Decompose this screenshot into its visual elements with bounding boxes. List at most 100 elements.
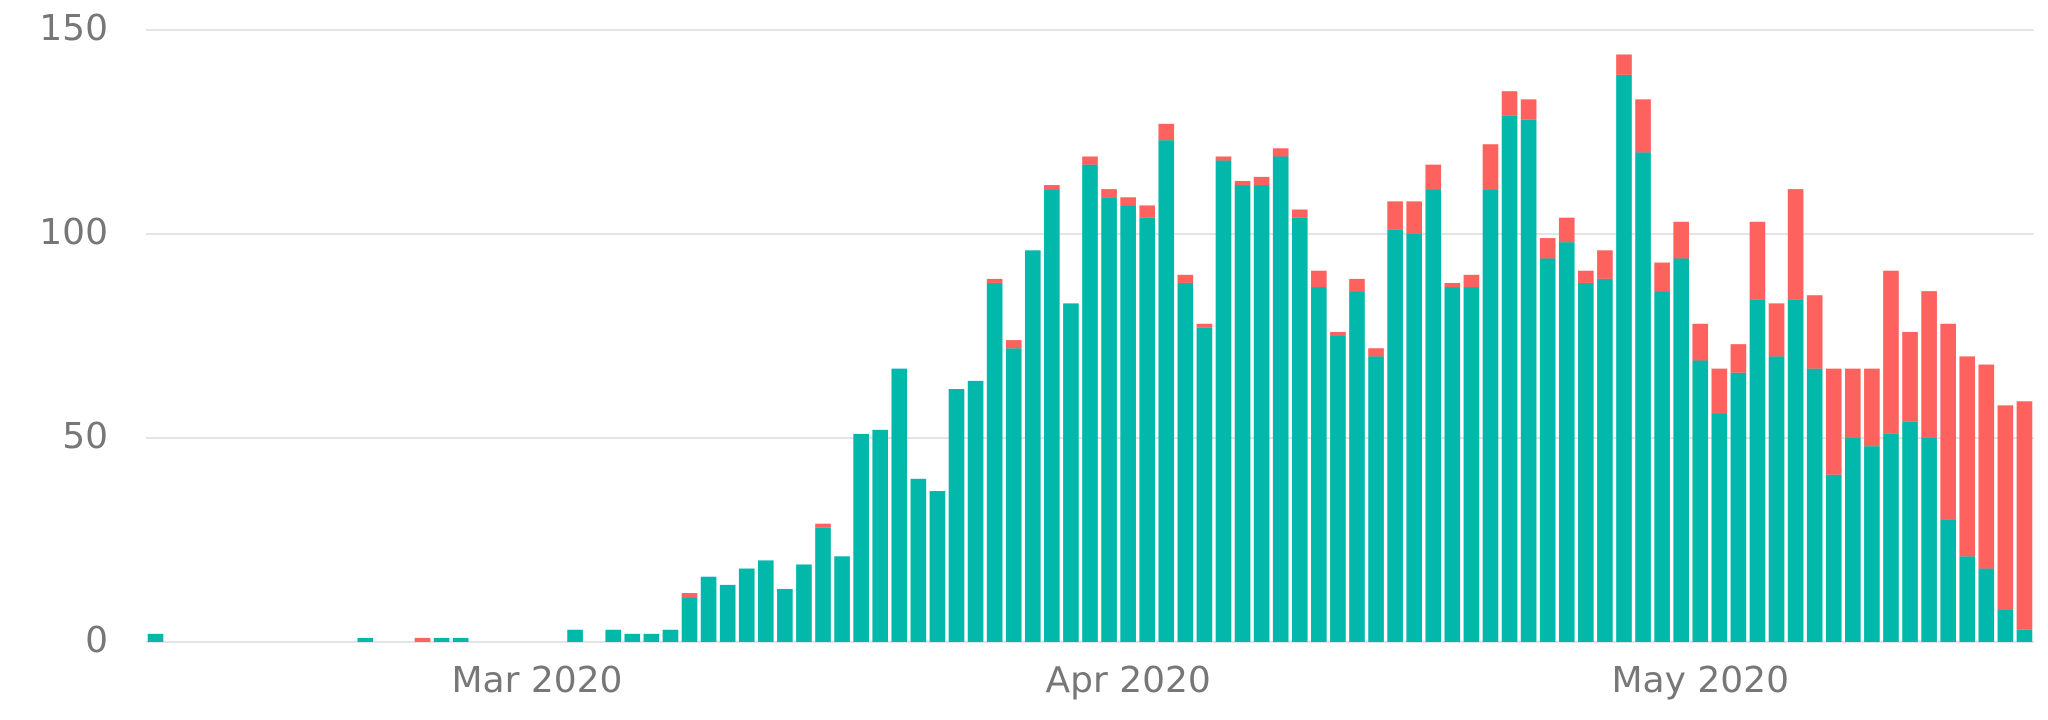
bar-segment: [986, 282, 1003, 642]
bar-segment: [1311, 287, 1327, 642]
bar-segment: [1787, 189, 1804, 300]
bar-segment: [1883, 270, 1899, 434]
bar-segment: [1997, 609, 2014, 642]
bar-segment: [1463, 274, 1480, 288]
bar-segment: [1654, 262, 1670, 292]
bar-segment: [1005, 340, 1022, 349]
bar-segment: [1005, 348, 1022, 642]
bar-segment: [1616, 74, 1632, 642]
bar-segment: [1387, 201, 1403, 230]
bar-segment: [948, 389, 965, 642]
bar-segment: [1387, 229, 1403, 643]
bar-segment: [1635, 152, 1651, 642]
bar-segment: [1253, 185, 1270, 643]
bar-segment: [1921, 438, 1937, 642]
bar-segment: [1845, 438, 1861, 642]
bar-segment: [1177, 274, 1194, 283]
bar-segment: [1902, 421, 1918, 642]
bar-segment: [1978, 568, 1995, 642]
bar-segment: [1768, 356, 1785, 642]
bar-segment: [662, 629, 679, 642]
bar-segment: [1520, 99, 1537, 120]
bar-segment: [2016, 401, 2033, 630]
bar-segment: [700, 576, 717, 642]
bar-segment: [1959, 556, 1976, 642]
bar-segment: [796, 564, 812, 642]
bar-segment: [1940, 323, 1957, 520]
bar-segment: [1139, 217, 1156, 642]
bar-segment: [1558, 217, 1575, 243]
bar-segment: [1501, 115, 1518, 643]
bar-segment: [1539, 258, 1556, 642]
bar-segment: [1330, 336, 1346, 642]
bar-segment: [357, 637, 374, 642]
bar-segment: [1272, 156, 1289, 643]
bar-segment: [853, 433, 869, 642]
bar-segment: [1825, 474, 1842, 642]
bar-segment: [1406, 234, 1423, 642]
bar-segment: [1139, 205, 1156, 218]
bar-segment: [1959, 356, 1976, 557]
bar-segment: [1044, 189, 1060, 642]
bar-segment: [1692, 323, 1709, 361]
bar-segment: [643, 633, 660, 642]
bar-segment: [1921, 291, 1937, 438]
bar-segment: [1654, 291, 1670, 642]
bar-segment: [1368, 356, 1384, 642]
bar-segment: [1368, 348, 1384, 357]
bar-segment: [1711, 368, 1728, 414]
bar-segment: [1730, 372, 1747, 642]
bar-segment: [872, 429, 889, 642]
bar-segment: [1101, 189, 1117, 198]
bar-segment: [1349, 278, 1365, 292]
bar-segment: [1730, 344, 1747, 373]
y-tick-label: 0: [85, 620, 108, 661]
bar-segment: [891, 368, 908, 642]
bar-segment: [1749, 221, 1766, 300]
y-tick-label: 150: [39, 8, 108, 49]
bar-segment: [1196, 323, 1213, 328]
bar-segment: [1291, 209, 1308, 218]
bar-segment: [452, 637, 469, 642]
bar-segment: [1120, 205, 1136, 642]
bar-segment: [1501, 91, 1518, 116]
bar-segment: [967, 380, 984, 642]
y-tick-label: 100: [39, 212, 108, 253]
bar-segment: [1253, 176, 1270, 186]
bar-segment: [1463, 287, 1480, 642]
bar-segment: [1425, 164, 1442, 190]
bar-segment: [1482, 144, 1499, 190]
bar-segment: [1482, 189, 1499, 642]
bar-segment: [681, 593, 698, 598]
bar-segment: [815, 527, 831, 642]
bar-segment: [986, 278, 1003, 283]
bar-segment: [1234, 185, 1251, 643]
bar-segment: [624, 633, 641, 642]
bar-segment: [1749, 299, 1766, 642]
bar-segment: [1673, 258, 1690, 642]
bar-segment: [1978, 364, 1995, 569]
bar-segment: [1082, 164, 1098, 642]
bar-segment: [1406, 201, 1423, 234]
bar-segment: [1787, 299, 1804, 642]
bar-segment: [815, 523, 831, 528]
bar-segment: [1940, 519, 1957, 642]
bar-segment: [1768, 303, 1785, 357]
bar-segment: [2016, 629, 2033, 642]
bar-segment: [1425, 189, 1442, 642]
bar-segment: [1597, 278, 1613, 642]
bar-segment: [1082, 156, 1098, 165]
bar-segment: [1024, 250, 1041, 642]
bar-segment: [1196, 327, 1213, 642]
bar-segment: [834, 556, 850, 642]
bar-segment: [1883, 433, 1899, 642]
bar-segment: [1177, 282, 1194, 642]
bar-segment: [1806, 295, 1823, 369]
bar-segment: [719, 584, 736, 642]
bar-segment: [1578, 270, 1594, 283]
bar-segment: [1558, 242, 1575, 642]
x-tick-label: May 2020: [1612, 660, 1790, 701]
bar-segment: [1902, 331, 1918, 422]
